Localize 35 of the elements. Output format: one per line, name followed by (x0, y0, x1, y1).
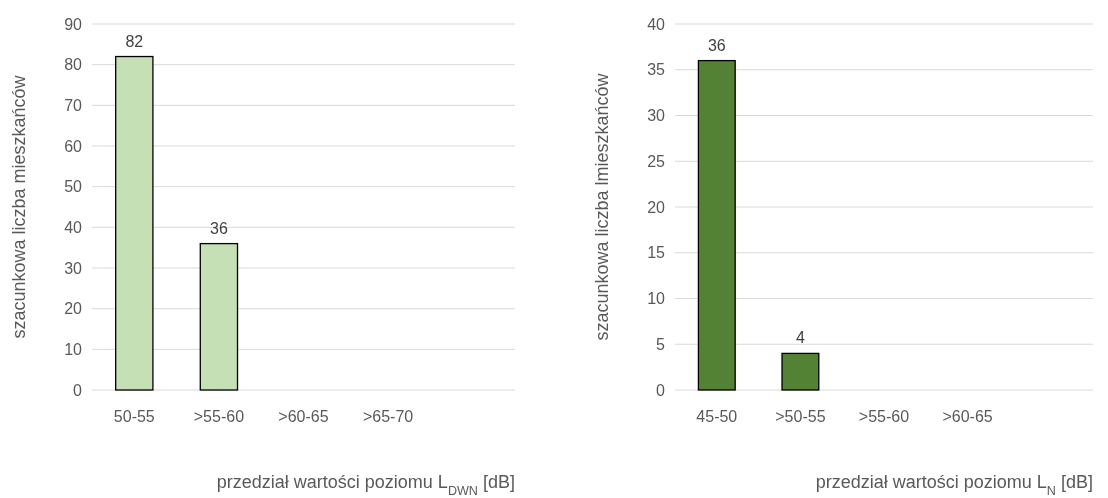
y-axis-title: szacunkowa liczba lmieszkańców (592, 72, 612, 341)
y-tick-label: 10 (647, 290, 666, 308)
x-tick-label: >60-65 (278, 408, 329, 425)
y-tick-label: 20 (64, 300, 83, 318)
data-label: 82 (125, 32, 144, 50)
y-tick-label: 40 (64, 218, 83, 236)
y-tick-label: 70 (64, 96, 83, 114)
y-tick-label: 35 (647, 61, 666, 79)
y-tick-label: 60 (64, 137, 83, 155)
y-tick-label: 30 (647, 107, 666, 125)
y-tick-label: 0 (656, 381, 666, 399)
y-tick-label: 0 (73, 381, 83, 399)
data-label: 4 (795, 329, 805, 347)
x-tick-label: >65-70 (362, 408, 414, 425)
y-tick-label: 25 (647, 152, 666, 170)
y-tick-label: 5 (656, 335, 666, 353)
x-axis-title: przedział wartości poziomu L$_{N}$ [dB] (815, 472, 1093, 498)
y-tick-label: 20 (647, 198, 666, 216)
y-tick-label: 10 (64, 340, 83, 358)
x-tick-label: 45-50 (696, 408, 738, 425)
y-tick-label: 40 (647, 15, 666, 33)
x-axis-title: przedział wartości poziomu L$_{DWN}$ [dB] (216, 472, 515, 498)
x-tick-label: >55-60 (858, 408, 910, 425)
x-tick-label: >55-60 (193, 408, 245, 425)
y-tick-label: 15 (647, 244, 666, 262)
y-tick-label: 90 (64, 15, 83, 33)
data-label: 36 (707, 36, 726, 54)
data-label: 36 (210, 219, 228, 237)
y-tick-label: 30 (64, 259, 83, 277)
x-tick-label: 50-55 (113, 408, 155, 425)
x-tick-label: >50-55 (775, 408, 826, 425)
x-tick-label: >60-65 (942, 408, 993, 425)
y-tick-label: 80 (64, 56, 83, 74)
y-tick-label: 50 (64, 178, 83, 196)
y-axis-title: szacunkowa liczba mieszkańców (9, 74, 29, 339)
